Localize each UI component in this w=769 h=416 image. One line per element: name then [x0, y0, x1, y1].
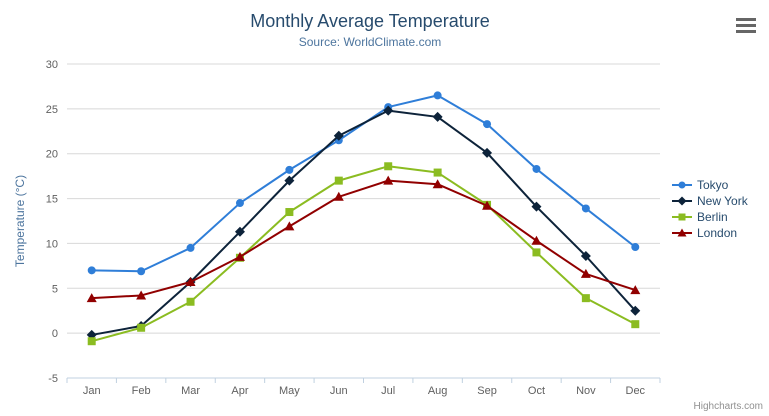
x-tick-label: Apr [231, 385, 248, 397]
data-point[interactable] [383, 105, 394, 116]
data-point[interactable] [630, 285, 641, 295]
data-point[interactable] [235, 199, 244, 208]
x-tick-label: Oct [528, 385, 545, 397]
x-tick-label: Feb [132, 385, 151, 397]
data-point[interactable] [185, 277, 196, 287]
x-tick-label: Aug [428, 385, 448, 397]
diamond-legend-icon [672, 196, 692, 206]
legend-marker[interactable] [677, 196, 687, 206]
data-point[interactable] [333, 130, 344, 141]
y-tick-label: 15 [46, 194, 58, 206]
data-point[interactable] [136, 290, 147, 300]
highcharts-credit-link[interactable]: Highcharts.com [693, 401, 763, 412]
y-tick-label: -5 [48, 373, 58, 385]
data-point[interactable] [532, 164, 541, 173]
circle-legend-icon [672, 181, 692, 189]
legend-marker[interactable] [678, 181, 686, 189]
data-point[interactable] [631, 243, 640, 252]
data-point[interactable] [333, 191, 344, 201]
data-point[interactable] [285, 208, 294, 217]
series-line [90, 179, 637, 300]
hamburger-icon [736, 23, 756, 27]
x-tick-label: Dec [626, 385, 646, 397]
legend-marker[interactable] [677, 228, 687, 237]
data-point[interactable] [580, 250, 591, 261]
data-point[interactable] [137, 267, 146, 276]
series-tokyo [87, 91, 640, 276]
data-point[interactable] [87, 266, 96, 275]
data-point[interactable] [284, 221, 295, 231]
y-tick-label: 30 [46, 59, 58, 71]
legend: Tokyo New York Berlin London [672, 177, 748, 241]
legend-marker[interactable] [678, 213, 686, 221]
legend-label: Berlin [697, 210, 728, 224]
legend-item-berlin[interactable]: Berlin [672, 209, 748, 225]
data-point[interactable] [483, 120, 492, 129]
chart-title: Monthly Average Temperature [250, 11, 490, 31]
hamburger-icon [736, 17, 756, 21]
legend-item-new-york[interactable]: New York [672, 193, 748, 209]
legend-label: New York [697, 194, 748, 208]
export-menu-button[interactable] [734, 15, 758, 35]
data-point[interactable] [482, 147, 493, 158]
data-point[interactable] [630, 305, 641, 316]
data-point[interactable] [384, 162, 393, 171]
legend-label: Tokyo [697, 178, 729, 192]
data-point[interactable] [186, 297, 195, 306]
data-point[interactable] [531, 235, 542, 245]
legend-label: London [697, 226, 738, 240]
data-point[interactable] [87, 337, 96, 346]
x-tick-label: Nov [576, 385, 596, 397]
legend-item-london[interactable]: London [672, 225, 748, 241]
x-tick-label: Sep [477, 385, 497, 397]
data-point[interactable] [383, 175, 394, 185]
series-new-york [86, 105, 641, 340]
x-tick-label: Jul [381, 385, 395, 397]
y-axis-title: Temperature (°C) [13, 175, 27, 267]
square-legend-icon [672, 213, 692, 221]
data-point[interactable] [531, 201, 542, 212]
data-point[interactable] [433, 91, 442, 100]
data-point[interactable] [137, 323, 146, 332]
data-point[interactable] [284, 175, 295, 186]
x-tick-label: May [279, 385, 300, 397]
data-point[interactable] [186, 243, 195, 252]
data-point[interactable] [433, 168, 442, 177]
data-point[interactable] [580, 268, 591, 278]
data-point[interactable] [432, 179, 443, 189]
y-tick-label: 0 [52, 328, 58, 340]
data-point[interactable] [86, 293, 97, 303]
y-tick-label: 10 [46, 238, 58, 250]
data-point[interactable] [432, 111, 443, 122]
x-tick-label: Jun [330, 385, 348, 397]
chart-subtitle: Source: WorldClimate.com [298, 35, 442, 49]
data-point[interactable] [581, 204, 590, 213]
data-point[interactable] [482, 200, 493, 210]
series-line [90, 94, 637, 273]
data-point[interactable] [285, 165, 294, 174]
hamburger-icon [736, 29, 756, 33]
data-point[interactable] [234, 251, 245, 261]
series-line [90, 165, 637, 343]
data-point[interactable] [581, 294, 590, 303]
series-berlin [87, 162, 640, 346]
y-tick-label: 25 [46, 104, 58, 116]
data-point[interactable] [234, 226, 245, 237]
x-tick-label: Mar [181, 385, 200, 397]
data-point[interactable] [532, 248, 541, 257]
y-tick-label: 5 [52, 283, 58, 295]
y-tick-label: 20 [46, 149, 58, 161]
legend-item-tokyo[interactable]: Tokyo [672, 177, 748, 193]
x-tick-label: Jan [83, 385, 101, 397]
triangle-legend-icon [672, 228, 692, 237]
series-line [90, 109, 637, 336]
data-point[interactable] [334, 176, 343, 185]
series-london [86, 175, 641, 303]
data-point[interactable] [631, 320, 640, 329]
